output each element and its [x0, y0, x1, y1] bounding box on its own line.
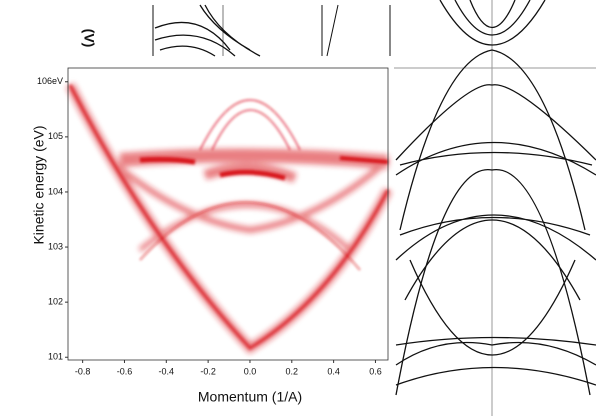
y-tick-label: 104 [48, 186, 63, 196]
figure: (V) Kinetic e [0, 0, 596, 416]
y-tick-label: 106eV [37, 76, 63, 86]
top-panel [153, 5, 390, 56]
x-tick-label: -0.8 [75, 366, 91, 376]
x-tick-label: -0.4 [159, 366, 175, 376]
x-tick-label: 0.4 [327, 366, 340, 376]
x-tick-label: -0.2 [200, 366, 216, 376]
y-tick-label: 101 [48, 352, 63, 362]
x-tick-label: 0.0 [244, 366, 257, 376]
arpes-image [68, 68, 388, 360]
top-label: (V) [81, 29, 97, 48]
band-structure [394, 0, 596, 416]
y-axis-label: Kinetic energy (eV) [31, 125, 47, 244]
y-tick-label: 102 [48, 297, 63, 307]
y-tick-label: 105 [48, 131, 63, 141]
x-axis-label: Momentum (1/A) [198, 389, 302, 405]
x-tick-label: 0.6 [369, 366, 382, 376]
x-tick-label: -0.6 [117, 366, 133, 376]
x-tick-label: 0.2 [286, 366, 299, 376]
y-tick-label: 103 [48, 241, 63, 251]
